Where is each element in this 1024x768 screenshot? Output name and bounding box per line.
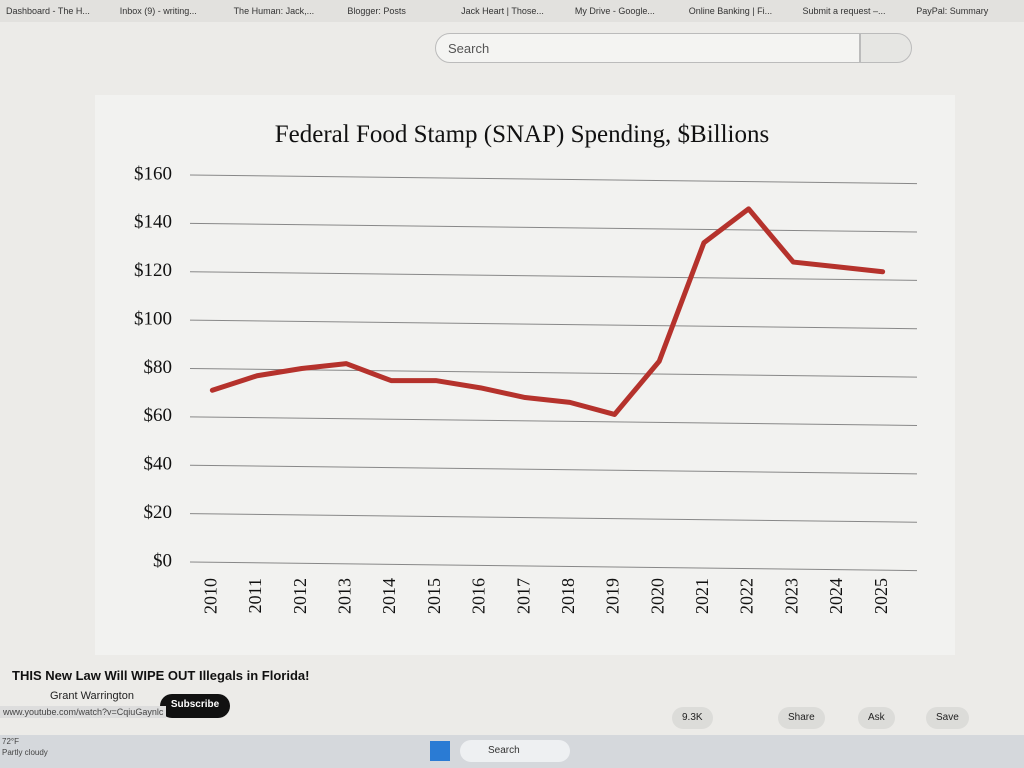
search-box[interactable]: Search	[435, 33, 860, 63]
y-tick-label: $120	[134, 260, 172, 281]
y-tick-label: $40	[144, 454, 173, 475]
channel-name[interactable]: Grant Warrington	[50, 690, 134, 702]
bookmark[interactable]: Online Banking | Fi...	[688, 6, 773, 16]
x-tick-label: 2010	[200, 578, 220, 614]
weather: Partly cloudy	[2, 748, 48, 757]
y-tick-label: $140	[134, 212, 172, 233]
x-tick-label: 2013	[335, 578, 355, 614]
y-tick-label: $80	[144, 357, 173, 378]
y-tick-label: $20	[144, 502, 173, 523]
share-button[interactable]: Share	[778, 707, 825, 729]
taskbar: 72°F Partly cloudy Search	[0, 735, 1024, 768]
chart: Federal Food Stamp (SNAP) Spending, $Bil…	[95, 95, 955, 655]
bookmark[interactable]: My Drive - Google...	[574, 6, 655, 16]
data-line	[209, 206, 886, 417]
y-tick-label: $160	[134, 163, 172, 184]
bookmark[interactable]: Jack Heart | Those...	[461, 6, 544, 16]
start-button[interactable]	[430, 741, 450, 761]
x-tick-label: 2024	[826, 578, 846, 614]
video-title[interactable]: THIS New Law Will WIPE OUT Illegals in F…	[12, 668, 310, 683]
bookmark[interactable]: Blogger: Posts	[347, 6, 406, 16]
bookmark[interactable]: Submit a request –...	[802, 6, 886, 16]
y-tick-label: $100	[134, 308, 172, 329]
like-button[interactable]: 9.3K	[672, 707, 713, 729]
x-tick-label: 2022	[737, 578, 757, 614]
grid-line	[189, 271, 918, 281]
chart-background	[95, 95, 955, 655]
taskbar-search[interactable]: Search	[460, 740, 570, 762]
grid-line	[189, 174, 918, 185]
grid-line	[189, 513, 918, 523]
status-url: www.youtube.com/watch?v=CqiuGaynlc	[0, 706, 167, 718]
bookmark[interactable]: PayPal: Summary	[916, 6, 989, 16]
x-tick-label: 2012	[290, 578, 310, 614]
search-button[interactable]	[860, 33, 912, 63]
ask-button[interactable]: Ask	[858, 707, 895, 729]
x-tick-label: 2014	[379, 578, 399, 614]
bookmark[interactable]: Dashboard - The H...	[6, 6, 90, 16]
bookmark[interactable]: The Human: Jack,...	[233, 6, 315, 16]
grid-line	[189, 416, 918, 426]
x-tick-label: 2023	[781, 578, 801, 614]
x-tick-label: 2016	[469, 578, 489, 614]
grid-line	[189, 319, 918, 330]
x-tick-label: 2018	[558, 578, 578, 614]
temperature: 72°F	[2, 737, 19, 746]
chart-title: Federal Food Stamp (SNAP) Spending, $Bil…	[275, 121, 769, 148]
y-tick-label: $0	[153, 550, 172, 571]
x-tick-label: 2020	[647, 578, 667, 614]
x-tick-label: 2011	[245, 578, 265, 613]
grid-line	[189, 464, 918, 475]
x-tick-label: 2025	[871, 578, 891, 614]
subscribe-button[interactable]: Subscribe	[160, 694, 230, 718]
grid-line	[189, 561, 918, 572]
grid-line	[189, 222, 918, 233]
save-button[interactable]: Save	[926, 707, 969, 729]
y-tick-label: $60	[144, 405, 173, 426]
x-tick-label: 2019	[603, 578, 623, 614]
x-tick-label: 2015	[424, 578, 444, 614]
bookmarks-bar: Dashboard - The H... Inbox (9) - writing.…	[0, 0, 1024, 22]
x-tick-label: 2021	[692, 578, 712, 614]
x-tick-label: 2017	[513, 578, 533, 614]
bookmark[interactable]: Inbox (9) - writing...	[119, 6, 197, 16]
